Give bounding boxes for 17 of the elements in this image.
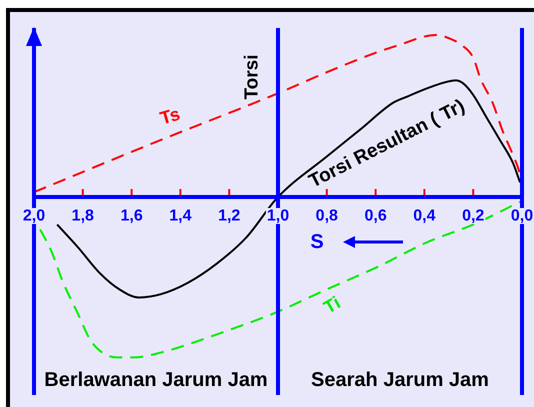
x-tick-label: 0,6 bbox=[364, 207, 387, 224]
text: Ts bbox=[158, 104, 182, 129]
x-tick-label: 1,0 bbox=[266, 207, 290, 224]
x-tick-label: 0,2 bbox=[462, 207, 484, 224]
x-tick-label: 2,0 bbox=[22, 207, 46, 224]
text: Berlawanan Jarum Jam bbox=[44, 369, 268, 391]
x-tick-label: 0,0 bbox=[510, 207, 534, 224]
x-tick-label: 1,4 bbox=[169, 207, 192, 224]
x-tick-label: 0,4 bbox=[413, 207, 436, 224]
x-tick-label: 1,2 bbox=[218, 207, 240, 224]
text: Ti bbox=[320, 292, 344, 318]
text: Searah Jarum Jam bbox=[311, 369, 489, 391]
x-tick-label: 1,8 bbox=[72, 207, 94, 224]
y-axis-title: Torsi bbox=[242, 54, 262, 100]
x-tick-label: 0,8 bbox=[316, 207, 338, 224]
x-tick-label: 1,6 bbox=[120, 207, 143, 224]
x-axis-title: S bbox=[310, 230, 324, 253]
